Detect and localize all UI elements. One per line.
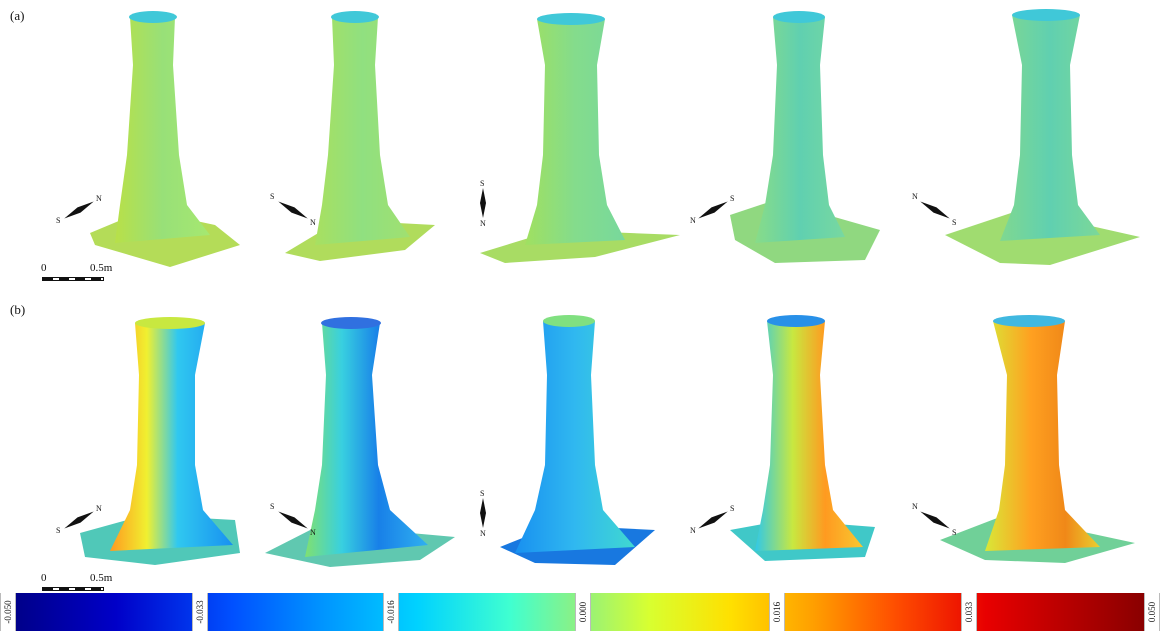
svg-text:S: S xyxy=(480,180,484,188)
svg-text:N: N xyxy=(96,194,102,203)
panel-label-a: (a) xyxy=(10,8,25,23)
scale-bar-b: 0 0.5m xyxy=(38,572,128,594)
svg-text:S: S xyxy=(952,218,956,227)
svg-text:N: N xyxy=(912,502,918,511)
svg-text:N: N xyxy=(310,528,316,537)
compass-b2: SN xyxy=(270,502,316,537)
compass-b5: NS xyxy=(912,502,956,537)
svg-text:S: S xyxy=(270,192,274,201)
stump-a2 xyxy=(285,11,435,261)
colorbar-tick: 0.016 xyxy=(769,593,785,631)
scale-length-label: 0.5m xyxy=(90,262,113,274)
panel-label-b: (b) xyxy=(10,302,26,317)
svg-text:N: N xyxy=(480,529,486,536)
stump-b1 xyxy=(80,317,240,565)
colorbar-tick: 0.033 xyxy=(961,593,977,631)
colorbar-tick: 0.050 xyxy=(1144,593,1160,631)
stump-b4 xyxy=(730,315,875,561)
scale-bar-a: 0 0.5m xyxy=(38,262,128,284)
compass-a4: NS xyxy=(690,194,734,225)
compass-b4: NS xyxy=(690,504,734,535)
svg-text:S: S xyxy=(270,502,274,511)
svg-text:N: N xyxy=(96,504,102,513)
svg-text:S: S xyxy=(480,490,484,498)
stump-a4 xyxy=(730,11,880,263)
compass-b3: SN xyxy=(480,490,486,536)
svg-text:S: S xyxy=(730,194,734,203)
scale-zero-label: 0 xyxy=(41,572,47,584)
colorbar-tick: 0.000 xyxy=(575,593,591,631)
colorbar-tick: -0.016 xyxy=(383,593,399,631)
compass-a3: SN xyxy=(480,180,486,226)
svg-text:N: N xyxy=(912,192,918,201)
stump-a5 xyxy=(945,9,1140,265)
svg-text:N: N xyxy=(690,526,696,535)
svg-text:N: N xyxy=(310,218,316,227)
svg-text:S: S xyxy=(952,528,956,537)
scale-zero-label: 0 xyxy=(41,262,47,274)
svg-text:S: S xyxy=(56,526,60,535)
stump-b3 xyxy=(500,315,655,565)
color-scale-bar: -0.050 -0.033 -0.016 0.000 0.016 0.033 0… xyxy=(0,593,1160,631)
compass-a1: SN xyxy=(56,194,102,225)
svg-text:N: N xyxy=(480,219,486,226)
svg-text:N: N xyxy=(690,216,696,225)
svg-text:S: S xyxy=(730,504,734,513)
compass-a2: SN xyxy=(270,192,316,227)
stump-a3 xyxy=(480,13,680,263)
colorbar-tick: -0.033 xyxy=(192,593,208,631)
stump-b5 xyxy=(940,315,1135,563)
compass-b1: SN xyxy=(56,504,102,535)
stump-a1 xyxy=(90,11,240,267)
colorbar-tick: -0.050 xyxy=(0,593,16,631)
scale-length-label: 0.5m xyxy=(90,572,113,584)
stump-b2 xyxy=(265,317,455,567)
svg-text:S: S xyxy=(56,216,60,225)
compass-a5: NS xyxy=(912,192,956,227)
